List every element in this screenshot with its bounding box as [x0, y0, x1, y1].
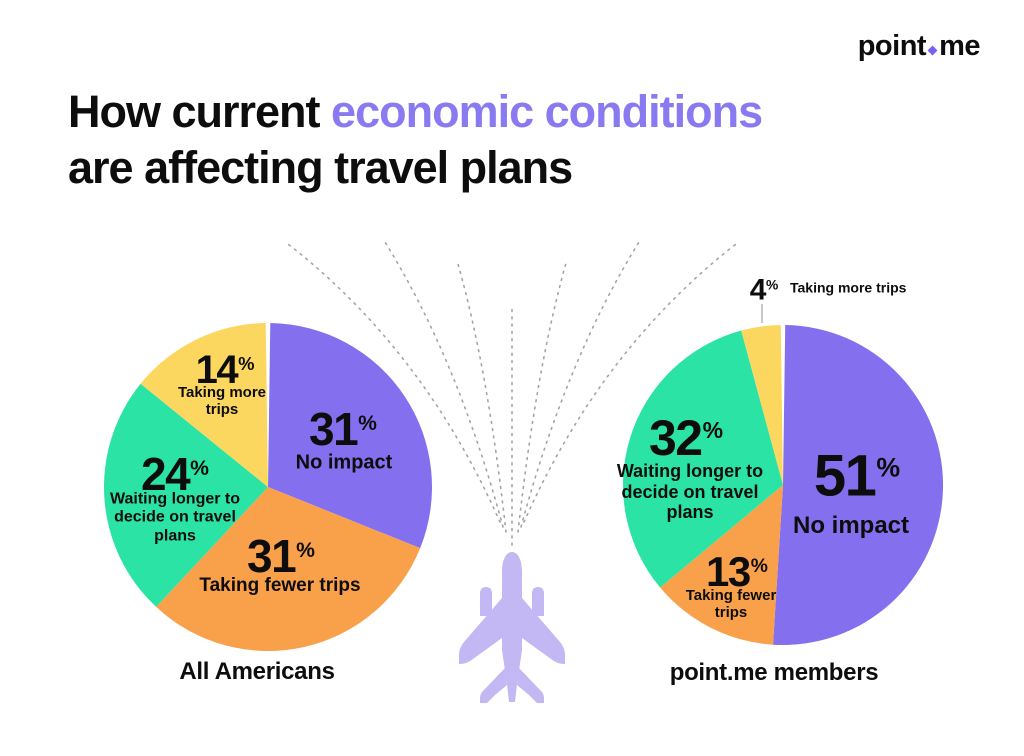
label-right-waiting-longer-text: Waiting longer to decide on travel plans: [616, 460, 764, 523]
airplane-icon: [459, 552, 565, 703]
label-left-taking-more-text: Taking more trips: [177, 383, 267, 418]
caption-pointme-members: point.me members: [669, 659, 879, 686]
label-right-waiting-longer-value: 32%: [648, 409, 724, 466]
title-line1-accent: economic conditions: [331, 86, 763, 137]
callout-line: [761, 304, 763, 323]
caption-all-americans: All Americans: [179, 658, 335, 685]
pointme-logo: point me: [857, 30, 981, 63]
label-left-fewer-trips-value: 31%: [247, 529, 315, 582]
pie-slice-taking-more-trips: [140, 323, 268, 487]
label-left-no-impact-value: 31%: [309, 402, 377, 455]
pie-slice-taking-more-trips: [741, 325, 783, 485]
pie-chart-pointme-members: [623, 325, 944, 646]
pie-slice-no-impact: [773, 325, 944, 646]
label-left-no-impact-text: No impact: [295, 451, 393, 474]
label-left-waiting-longer-value: 24%: [141, 447, 209, 500]
logo-text-post: me: [939, 30, 980, 62]
label-left-waiting-longer-text: Waiting longer to decide on travel plans: [109, 490, 241, 545]
pie-slice-taking-fewer-trips: [156, 487, 421, 651]
label-right-taking-more-value: 4%: [749, 273, 779, 307]
label-left-fewer-trips-text: Taking fewer trips: [199, 575, 361, 597]
title-line1-black: How current: [68, 86, 332, 137]
label-left-taking-more-value: 14%: [195, 348, 255, 392]
label-right-no-impact-value: 51%: [813, 443, 901, 509]
title-line2: are affecting travel plans: [68, 142, 573, 193]
label-right-taking-more-text: Taking more trips: [790, 279, 907, 296]
pie-chart-all-americans: [104, 323, 432, 651]
logo-text-pre: point: [857, 30, 927, 62]
pie-slice-taking-fewer-trips: [660, 485, 783, 645]
page-title: How current economic conditions are affec…: [68, 84, 763, 196]
contrails-icon: [287, 241, 737, 546]
pie-slice-waiting-longer-to: [104, 383, 268, 607]
label-right-fewer-trips-text: Taking fewer trips: [685, 586, 777, 621]
label-right-no-impact-text: No impact: [792, 512, 910, 540]
label-right-fewer-trips-value: 13%: [706, 547, 768, 595]
pie-slice-waiting-longer-to: [623, 330, 783, 588]
pie-slice-no-impact: [268, 323, 432, 549]
logo-dot-icon: [927, 45, 938, 56]
